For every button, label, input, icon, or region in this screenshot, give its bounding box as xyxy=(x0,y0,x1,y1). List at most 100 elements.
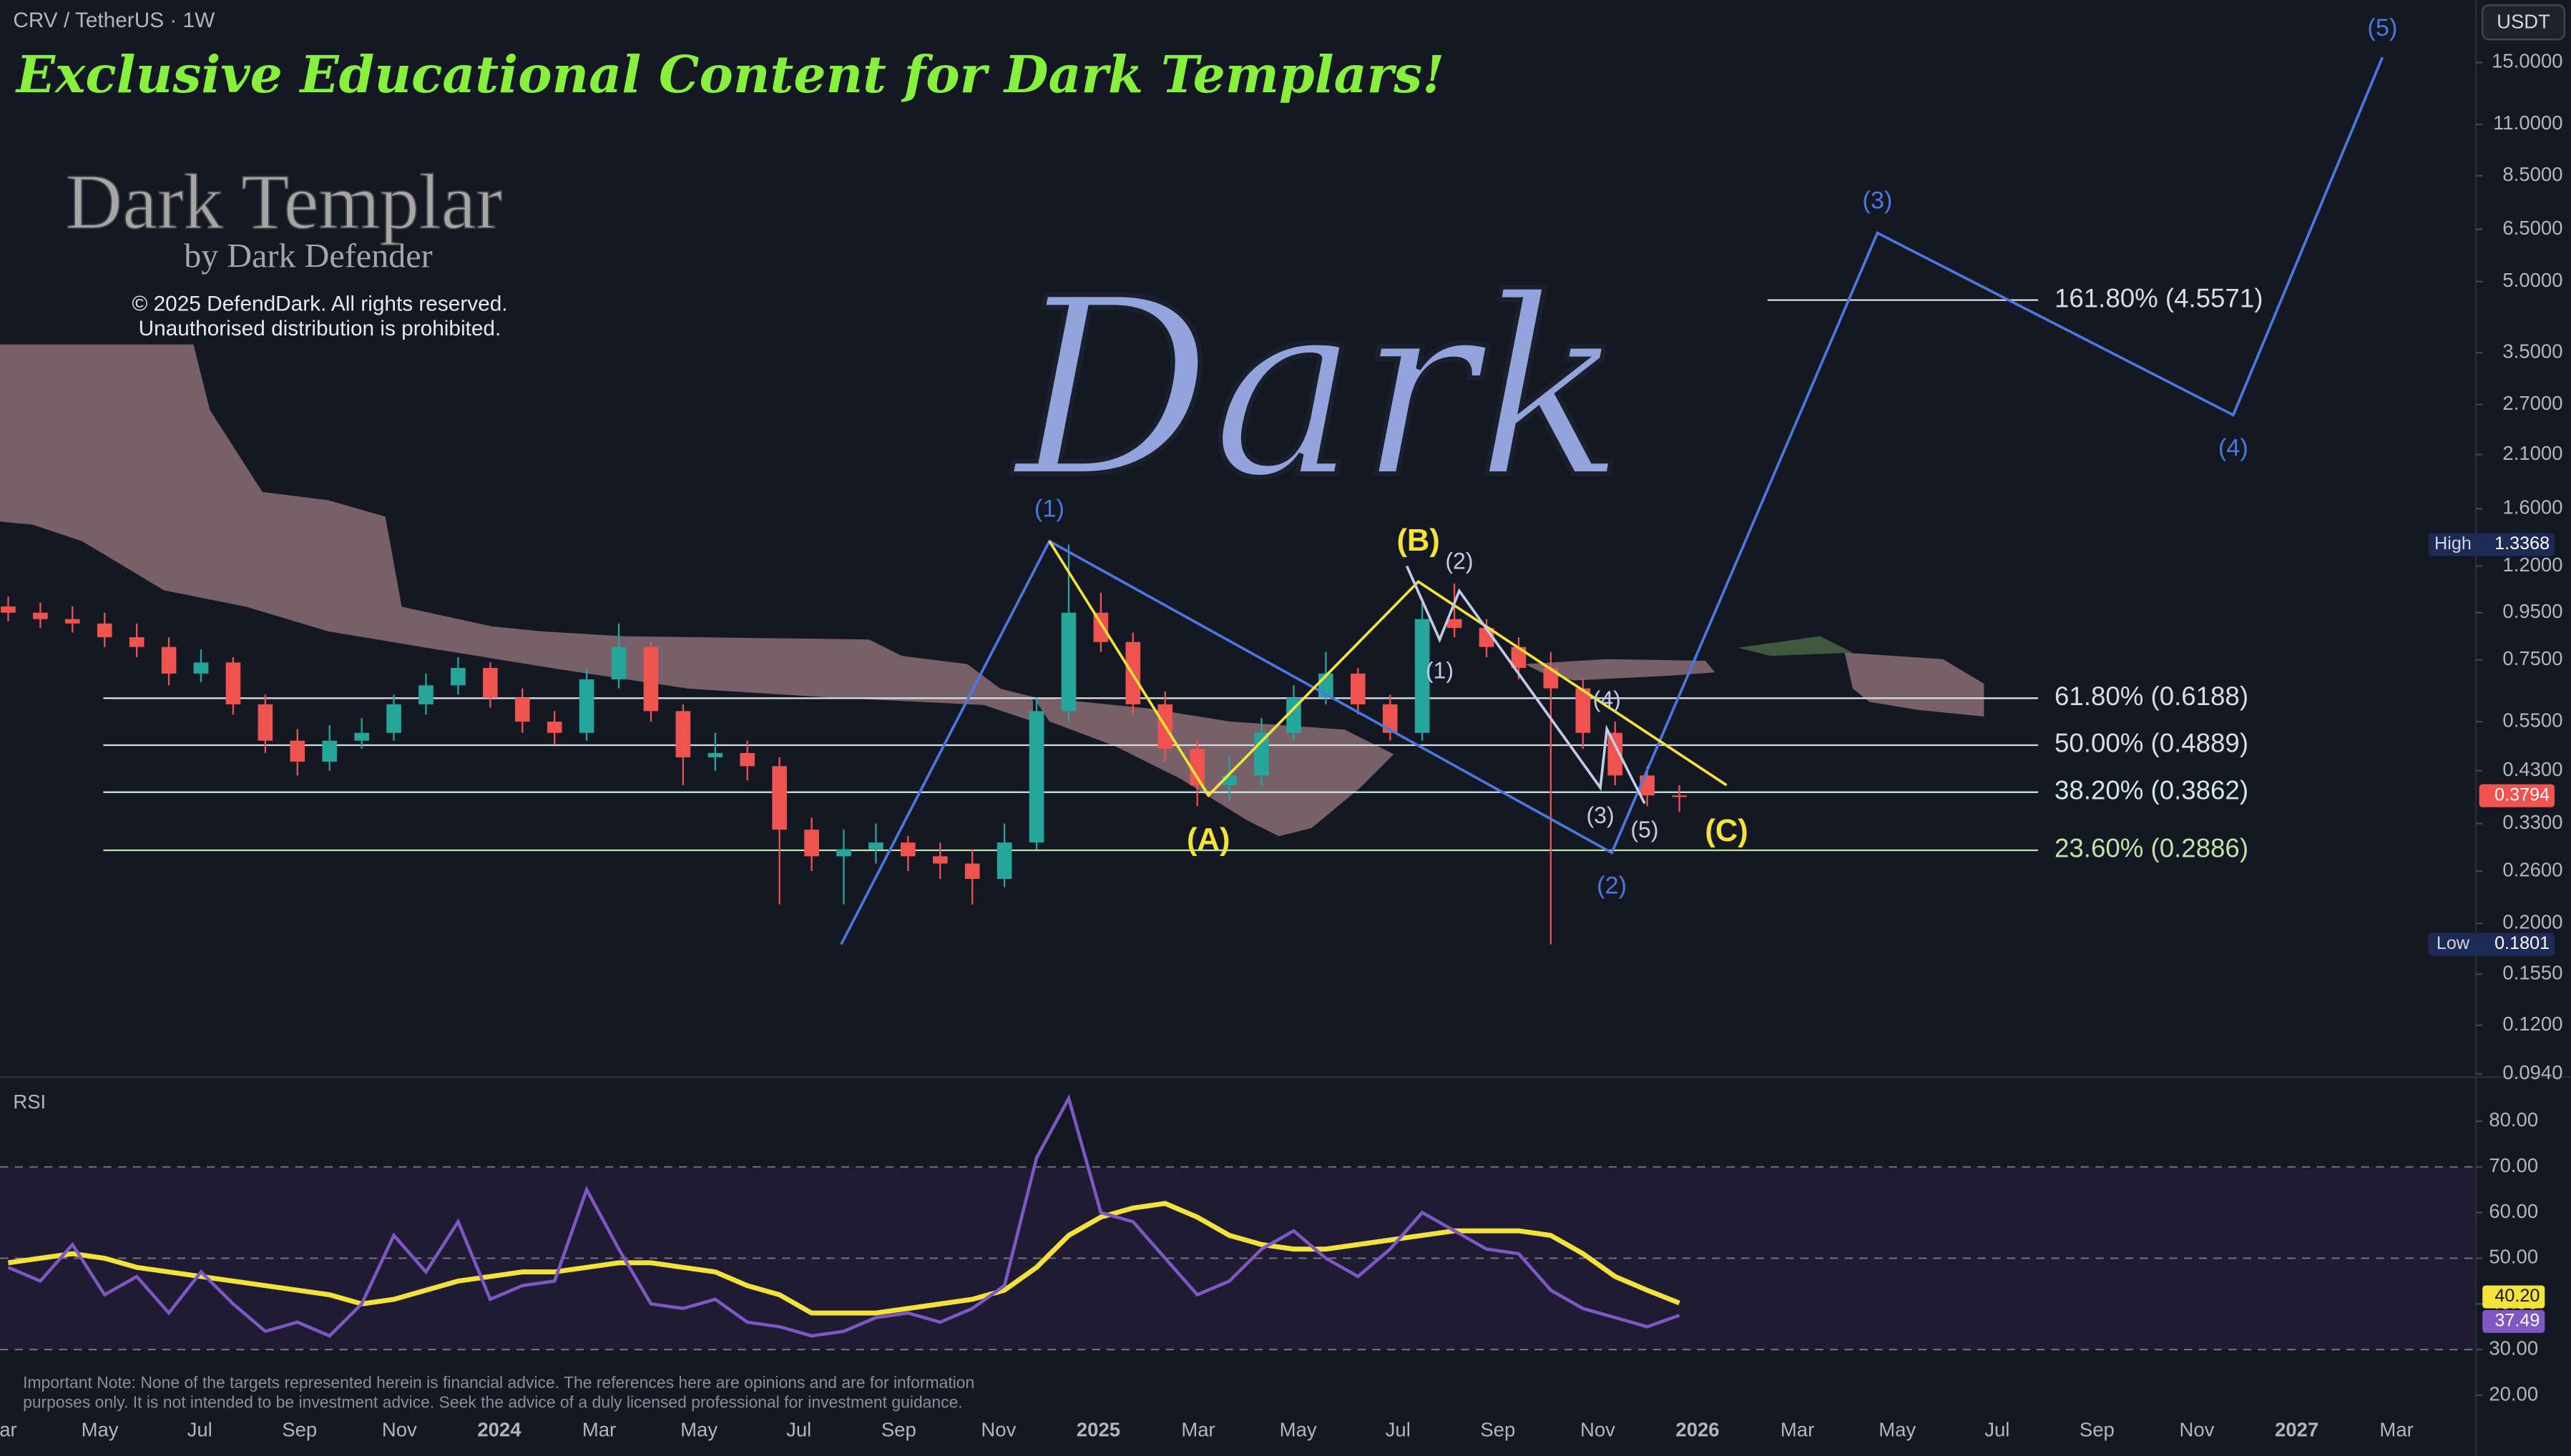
x-tick-label: Nov xyxy=(382,1419,417,1441)
high-tag-label: High xyxy=(2434,533,2472,554)
x-tick-label: Nov xyxy=(1580,1419,1615,1441)
candle-body xyxy=(547,722,562,733)
x-tick-label: 2024 xyxy=(477,1419,521,1441)
logo: Dark Templar xyxy=(66,158,502,245)
x-tick-label: Jul xyxy=(1386,1419,1411,1441)
y-tick-label: 2.7000 xyxy=(2502,392,2562,414)
currency-label: USDT xyxy=(2497,11,2550,33)
candle-body xyxy=(611,646,627,679)
rsi-last-value: 40.20 xyxy=(2494,1286,2540,1306)
low-tag-label: Low xyxy=(2437,933,2470,953)
y-tick-label: 15.0000 xyxy=(2492,50,2562,72)
wave-label: (3) xyxy=(1862,187,1892,214)
x-tick-label: Sep xyxy=(282,1419,317,1441)
high-tag-value: 1.3368 xyxy=(2494,533,2550,554)
candle-body xyxy=(707,752,723,757)
x-tick-label: Mar xyxy=(1181,1419,1215,1441)
x-tick-label: 2027 xyxy=(2275,1419,2318,1441)
candle-body xyxy=(901,842,916,857)
candle-body xyxy=(1350,673,1366,704)
candle-body xyxy=(1190,749,1205,785)
x-tick-label: 2026 xyxy=(1675,1419,1719,1441)
wave-label: (2) xyxy=(1445,549,1473,574)
candle-body xyxy=(514,697,530,722)
x-tick-label: Mar xyxy=(582,1419,616,1441)
x-tick-label: 2025 xyxy=(1077,1419,1120,1441)
candle-body xyxy=(1511,646,1527,669)
wave-label: (5) xyxy=(2367,14,2397,41)
y-tick-label: 60.00 xyxy=(2489,1200,2538,1222)
footer-note: purposes only. It is not intended to be … xyxy=(23,1392,963,1411)
candle-body xyxy=(97,623,112,638)
notice: Unauthorised distribution is prohibited. xyxy=(139,317,501,340)
x-tick-label: Sep xyxy=(881,1419,916,1441)
wave-label: (4) xyxy=(1593,687,1621,712)
candle-body xyxy=(1414,619,1430,733)
y-tick-label: 8.5000 xyxy=(2502,163,2562,185)
y-tick-label: 11.0000 xyxy=(2493,112,2562,134)
y-tick-label: 0.7500 xyxy=(2502,647,2562,669)
candle-body xyxy=(322,740,338,762)
candle-body xyxy=(290,740,305,762)
candle-body xyxy=(579,679,594,733)
candle-body xyxy=(1029,711,1044,843)
x-tick-label: May xyxy=(1879,1419,1916,1441)
y-tick-label: 0.1550 xyxy=(2502,962,2562,984)
y-tick-label: 6.5000 xyxy=(2502,217,2562,239)
candle-body xyxy=(33,612,48,619)
low-tag-value: 0.1801 xyxy=(2494,933,2550,953)
logo-byline: by Dark Defender xyxy=(184,237,432,275)
candle-body xyxy=(675,711,691,757)
candle-body xyxy=(836,849,851,857)
y-tick-label: 50.00 xyxy=(2489,1246,2538,1268)
candle-body xyxy=(354,732,369,741)
y-tick-label: 0.2000 xyxy=(2502,910,2562,933)
candle-body xyxy=(868,842,883,850)
candle-body xyxy=(1672,795,1687,797)
last-price-tag xyxy=(2479,784,2555,807)
rsi-line xyxy=(7,1093,1680,1338)
candle-body xyxy=(483,668,498,698)
x-tick-label: Mar xyxy=(2379,1419,2413,1441)
candle-body xyxy=(1254,732,1269,776)
rsi-last-tag xyxy=(2482,1309,2545,1333)
x-tick-label: Jul xyxy=(786,1419,811,1441)
candle-body xyxy=(64,619,80,624)
candle-body xyxy=(740,752,755,767)
fib-label: 38.20% (0.3862) xyxy=(2055,775,2248,805)
wave-label: (B) xyxy=(1396,523,1439,558)
high-tag xyxy=(2428,533,2555,556)
candle-body xyxy=(258,704,273,741)
currency-button[interactable] xyxy=(2482,4,2565,41)
y-tick-label: 3.5000 xyxy=(2502,340,2562,362)
y-tick-label: 70.00 xyxy=(2489,1154,2538,1176)
candle-body xyxy=(804,830,819,857)
x-tick-label: Nov xyxy=(2179,1419,2214,1441)
y-tick-label: 0.1200 xyxy=(2502,1013,2562,1035)
x-tick-label: Nov xyxy=(981,1419,1016,1441)
candle-body xyxy=(1607,732,1623,776)
symbol-title: CRV / TetherUS · 1W xyxy=(13,9,215,32)
candle-body xyxy=(964,863,980,879)
fib-label: 61.80% (0.6188) xyxy=(2055,682,2248,711)
wave-label: (4) xyxy=(2218,435,2248,462)
wave-label: (5) xyxy=(1630,817,1658,842)
wave-label: (1) xyxy=(1034,495,1064,522)
x-tick-label: Sep xyxy=(1480,1419,1515,1441)
candle-body xyxy=(386,704,401,733)
low-tag xyxy=(2428,933,2555,956)
candle-body xyxy=(1,606,16,613)
fib-label: 161.80% (4.5571) xyxy=(2055,283,2263,313)
x-tick-label: May xyxy=(680,1419,718,1441)
candle-body xyxy=(996,842,1012,879)
fib-label: 23.60% (0.2886) xyxy=(2055,834,2248,863)
y-tick-label: 0.2600 xyxy=(2502,858,2562,880)
banner: Exclusive Educational Content for Dark T… xyxy=(15,44,1444,104)
rsi-last-value: 37.49 xyxy=(2494,1311,2540,1331)
candle-body xyxy=(643,646,659,712)
x-tick-label: Mar xyxy=(1781,1419,1814,1441)
candle-body xyxy=(225,662,241,704)
candle-body xyxy=(418,685,434,704)
y-tick-label: 2.1000 xyxy=(2502,442,2562,464)
y-tick-label: 20.00 xyxy=(2489,1382,2538,1405)
